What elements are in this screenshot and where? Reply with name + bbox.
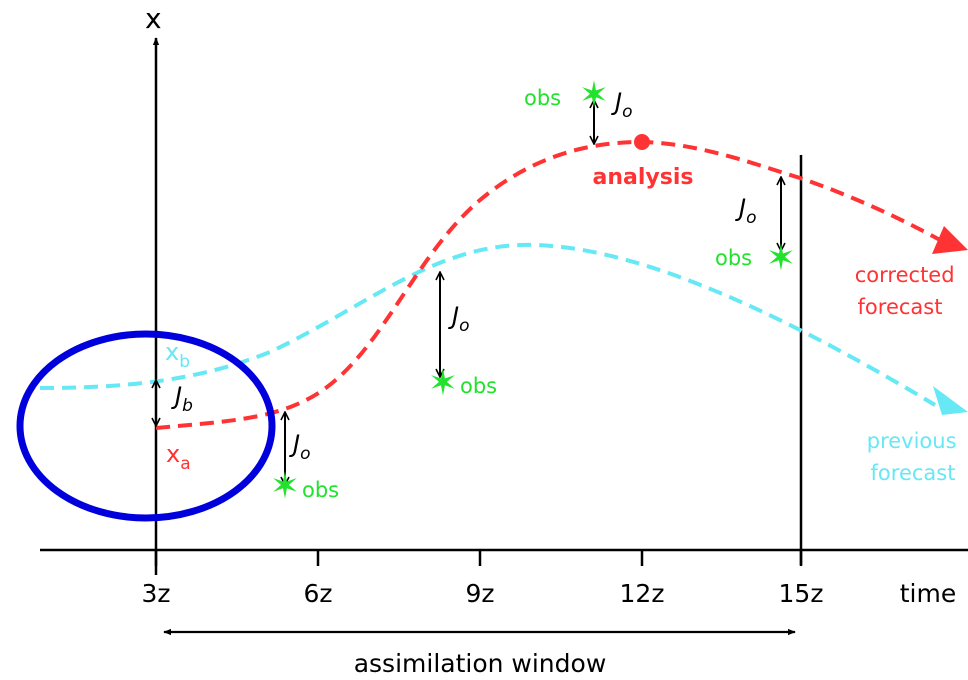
window-label: assimilation window	[354, 649, 607, 678]
corrected-forecast-arrowhead	[932, 226, 968, 254]
previous-forecast-arrowhead	[933, 386, 968, 415]
jo-label: Jo	[448, 302, 469, 336]
time-axis-label: time	[900, 579, 956, 608]
jb-label: Jb	[171, 382, 193, 416]
xa-label: xa	[166, 440, 191, 474]
obs-star-icon: ✶	[428, 363, 458, 404]
obs-star-icon: ✶	[766, 238, 796, 279]
highlight-ellipse	[16, 330, 276, 522]
jo-label: Jo	[289, 430, 310, 464]
tick-label: 15z	[779, 579, 824, 608]
previous-forecast-curve	[39, 242, 937, 407]
y-axis-label: x	[145, 2, 162, 35]
previous-forecast-label: previous forecast	[867, 429, 963, 485]
obs-label: obs	[302, 478, 339, 502]
obs-star-icon: ✶	[579, 75, 609, 116]
obs-label: obs	[524, 86, 561, 110]
jo-label: Jo	[611, 88, 632, 122]
analysis-point-icon	[634, 134, 650, 150]
tick-label: 3z	[141, 579, 170, 608]
corrected-forecast-label: corrected forecast	[855, 263, 961, 319]
tick-label: 6z	[303, 579, 332, 608]
xb-label: xb	[165, 338, 190, 372]
tick-label: 12z	[620, 579, 665, 608]
obs-star-icon: ✶	[270, 466, 300, 507]
corrected-forecast-curve	[155, 139, 941, 430]
jo-label: Jo	[735, 194, 756, 228]
tick-label: 9z	[465, 579, 494, 608]
obs-label: obs	[460, 374, 497, 398]
obs-label: obs	[715, 246, 752, 270]
analysis-label: analysis	[593, 165, 694, 190]
